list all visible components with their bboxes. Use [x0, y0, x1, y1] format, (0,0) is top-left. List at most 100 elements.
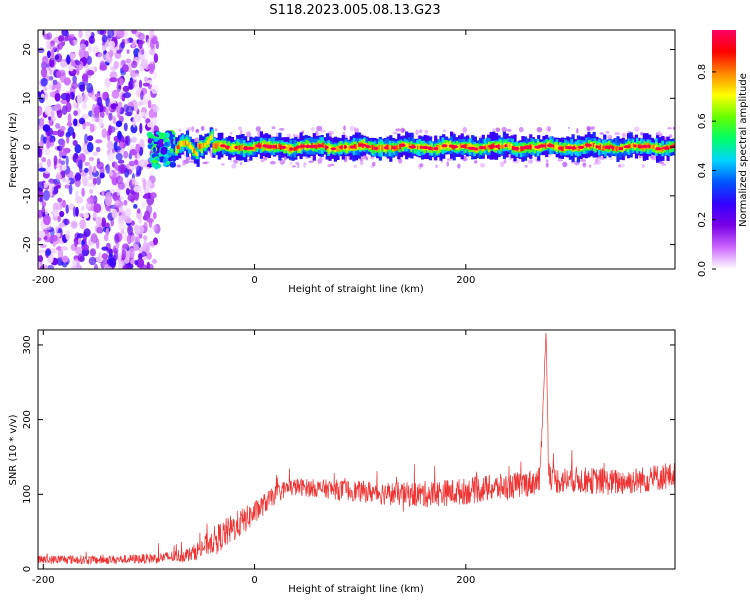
snr-panel: -200 0 200 0 100 200 300 Height of straight l… [8, 329, 676, 595]
carrier-peak [299, 144, 306, 148]
carrier-cell [653, 144, 656, 149]
noise-blob [92, 95, 97, 101]
haze-dot [609, 157, 613, 161]
carrier-cell [186, 140, 189, 145]
noise-blob [123, 92, 132, 99]
carrier-peak [662, 146, 670, 150]
noise-blob [101, 190, 105, 196]
noise-blob [40, 117, 45, 127]
noise-blob [127, 101, 134, 108]
carrier-cell [614, 145, 617, 151]
noise-blob [122, 231, 128, 242]
carrier-cell [445, 142, 448, 147]
carrier-cell [591, 142, 594, 147]
noise-blob [56, 70, 62, 79]
noise-blob [97, 96, 103, 107]
noise-blob [38, 255, 44, 262]
haze-dot [495, 127, 501, 133]
noise-blob [131, 30, 137, 34]
carrier-cell [202, 142, 205, 148]
y-tick-label: -20 [22, 236, 33, 252]
noise-blob [68, 65, 74, 72]
carrier-cell [632, 143, 635, 148]
noise-blob [86, 70, 95, 76]
noise-blob [54, 93, 61, 102]
noise-blob [84, 161, 91, 166]
carrier-peak [265, 145, 273, 149]
noise-blob [140, 58, 149, 69]
noise-blob [87, 196, 95, 205]
noise-blob [83, 122, 92, 127]
haze-dot [231, 163, 237, 169]
noise-blob [84, 133, 88, 144]
onset-blob [151, 162, 158, 168]
noise-blob [48, 116, 52, 121]
x-tick-label: -200 [32, 575, 55, 586]
noise-blob [107, 151, 115, 162]
noise-blob [43, 86, 48, 92]
haze-dot [658, 161, 665, 165]
carrier-cell [499, 142, 502, 148]
colorbar-tick-label: 0.6 [697, 113, 708, 129]
noise-blob [67, 126, 75, 136]
noise-blob [48, 82, 53, 91]
noise-blob [40, 67, 48, 78]
carrier-peak [324, 145, 329, 149]
carrier-peak [478, 146, 486, 150]
haze-dot [372, 161, 376, 167]
carrier-cell [628, 144, 631, 149]
haze-dot [435, 164, 438, 168]
noise-blob [140, 111, 145, 117]
noise-blob [105, 163, 111, 174]
noise-blob [99, 172, 105, 179]
noise-blob [123, 122, 128, 132]
carrier-cell [211, 134, 213, 139]
noise-blob [64, 179, 71, 184]
noise-blob [151, 36, 157, 45]
noise-blob [57, 197, 63, 203]
noise-blob [152, 258, 157, 264]
carrier-peak [441, 144, 448, 148]
carrier-cell [510, 143, 513, 149]
haze-dot [342, 131, 345, 134]
noise-blob [78, 236, 82, 245]
onset-blob [160, 148, 167, 155]
haze-dot [176, 164, 181, 168]
carrier-cell [415, 144, 418, 149]
carrier-cell [532, 145, 535, 149]
carrier-cell [650, 144, 653, 150]
onset-blob [152, 146, 156, 153]
noise-blob [73, 118, 78, 127]
noise-blob [138, 39, 143, 49]
noise-blob [57, 248, 64, 260]
noise-blob [74, 60, 81, 66]
noise-blob [131, 136, 138, 143]
noise-blob [58, 158, 62, 164]
noise-blob [42, 124, 51, 132]
noise-blob [46, 158, 52, 168]
haze-dot [370, 156, 375, 160]
noise-blob [147, 252, 152, 260]
haze-dot [415, 129, 419, 135]
haze-dot [297, 163, 300, 169]
haze-dot [286, 133, 292, 138]
noise-blob [87, 135, 94, 142]
carrier-cell [602, 145, 605, 151]
noise-blob [38, 249, 45, 254]
haze-dot [289, 161, 293, 165]
noise-blob [112, 115, 117, 125]
noise-blob [43, 91, 49, 100]
noise-blob [89, 123, 95, 133]
noise-blob [111, 208, 118, 219]
snr-series-line [38, 332, 675, 566]
noise-blob [113, 61, 120, 69]
noise-blob [76, 93, 83, 105]
carrier-cell [432, 147, 435, 151]
onset-blob [155, 131, 159, 135]
haze-dot [271, 126, 276, 130]
noise-blob [41, 157, 47, 163]
noise-blob [143, 221, 148, 233]
noise-blob [141, 201, 147, 208]
carrier-peak [494, 144, 501, 149]
carrier-cell [502, 144, 505, 149]
